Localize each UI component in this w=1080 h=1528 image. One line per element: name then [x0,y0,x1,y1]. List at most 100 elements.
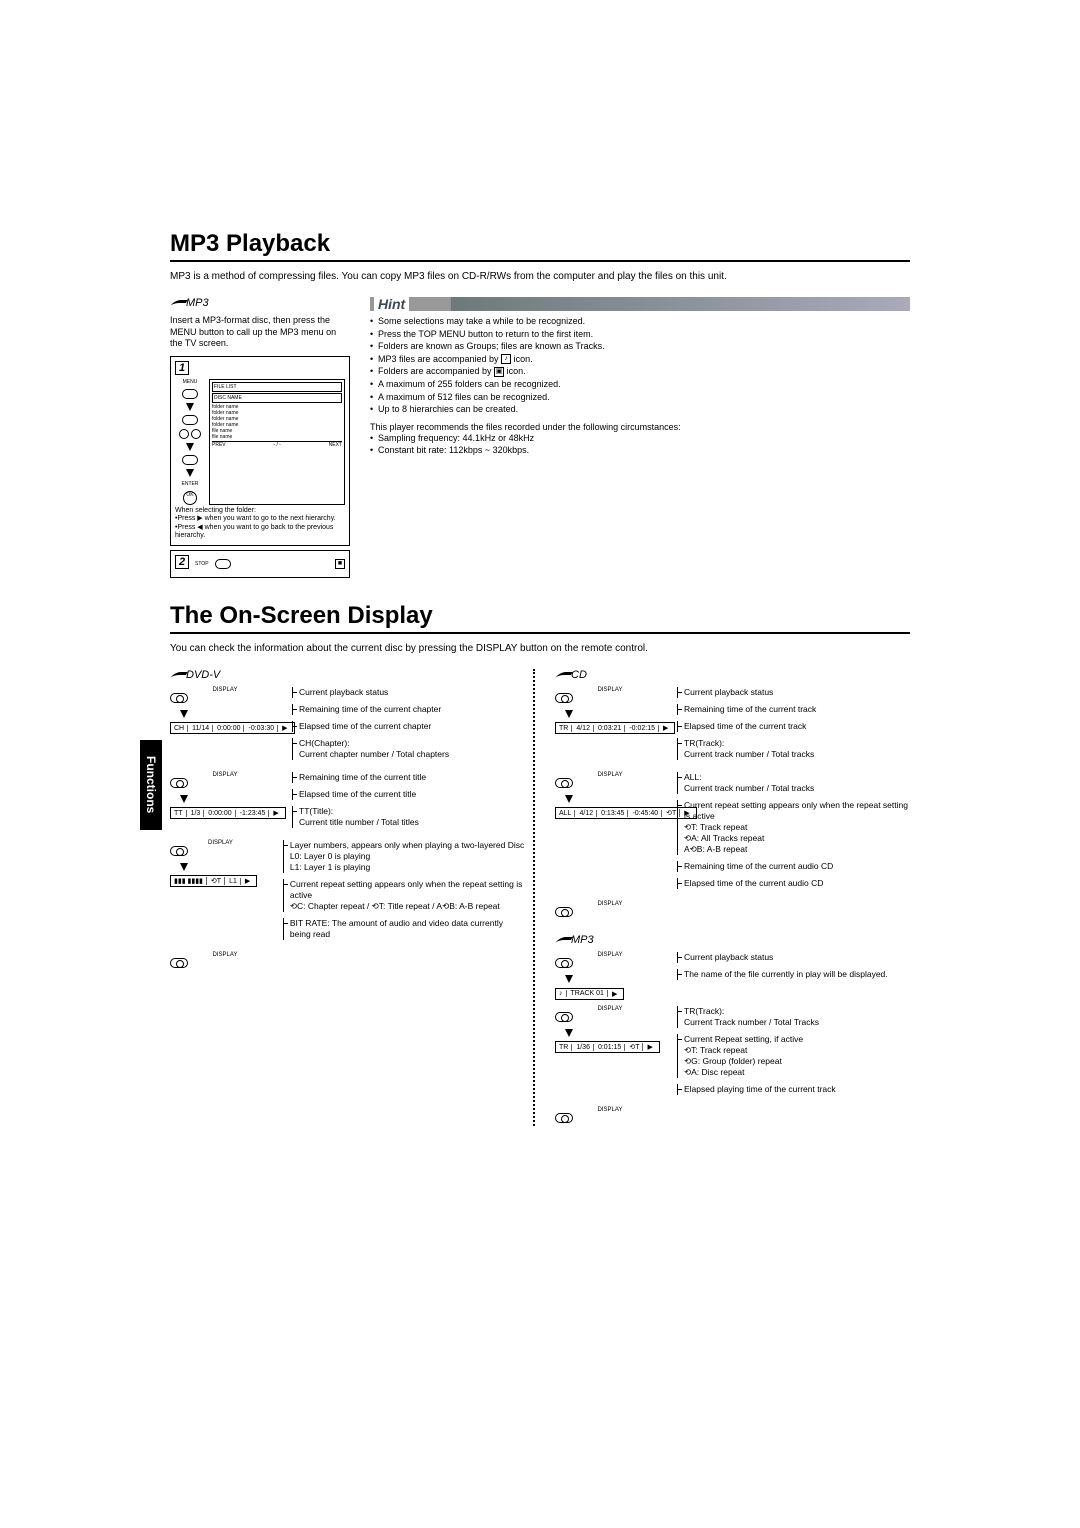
display-button-icon [555,958,573,968]
callout: Remaining time of the current audio CD [677,861,910,872]
callout: Remaining time of the current chapter [292,704,449,715]
hint-recommendation: This player recommends the files recorde… [370,422,910,432]
step-1-box: 1 MENU ENTER [170,356,350,546]
file-item: file name [212,434,342,440]
callout: BIT RATE: The amount of audio and video … [283,918,525,940]
mp3-badge-2: MP3 [555,934,594,946]
step-2-number: 2 [175,555,189,569]
info-bar-tt: TT 1/3 0:00:00 -1:23:45 ▶ [170,807,286,819]
bar-val: 1/3 [191,810,205,817]
hint-item: Folders are accompanied by ▣ icon. [370,365,910,378]
arrow-down-icon [186,443,194,451]
dvd-flow: DVD-V DISPLAY CH 11/14 0:00:00 -0:03:30 … [170,669,525,1126]
left-button-icon [179,429,189,439]
track-name: TRACK 01 [571,990,608,997]
callout: Layer numbers, appears only when playing… [283,840,525,873]
mp3-intro: MP3 is a method of compressing files. Yo… [170,270,910,283]
disc-name: DISC NAME [212,393,342,403]
prev-label: PREV [212,442,226,448]
display-label: DISPLAY [555,952,665,958]
callouts: TR(Track): Current Track number / Total … [677,1006,836,1101]
caption-line: •Press ▶ when you want to go to the next… [175,515,345,523]
bitrate-bars: ▮▮▮ ▮▮▮▮ [174,877,207,885]
display-button-icon [170,846,188,856]
callout: TR(Track): Current track number / Total … [677,738,816,760]
mp3-section: MP3 Playback MP3 is a method of compress… [170,230,910,582]
hint-column: Hint Some selections may take a while to… [370,297,910,582]
arrow-down-icon [180,710,188,718]
file-list-header: FILE LIST [212,382,342,392]
bar-t2: -0:02:15 [629,725,659,732]
bar-val: 4/12 [576,725,594,732]
hint-bullets: Some selections may take a while to be r… [370,315,910,416]
osd-section: The On-Screen Display You can check the … [170,602,910,1126]
info-bar-tr: TR 4/12 0:03:21 -0:02:15 ▶ [555,722,675,734]
arrow-down-icon [186,469,194,477]
music-icon: ♪ [559,990,567,997]
bar-val: 4/12 [579,810,597,817]
hint-item: A maximum of 512 files can be recognized… [370,391,910,404]
info-bar-all: ALL 4/12 0:13:45 -0:45:40 ⟲T ▶ [555,807,697,819]
right-button-icon [191,429,201,439]
callouts: Current playback status Remaining time o… [292,687,449,766]
hint-header: Hint [370,297,910,311]
display-label: DISPLAY [555,687,665,693]
hint-item: Constant bit rate: 112kbps ~ 320kbps. [370,444,910,457]
info-bar-tr2: TR 1/36 0:01:15 ⟲T ▶ [555,1041,660,1053]
display-label: DISPLAY [555,901,665,907]
bar-tr: TR [559,1044,572,1051]
display-button-icon [555,907,573,917]
callout: ALL: Current track number / Total tracks [677,772,910,794]
callout: Current playback status [677,687,816,698]
file-list-panel: FILE LIST DISC NAME folder name folder n… [209,379,345,505]
hint-text: Folders are accompanied by [378,366,492,376]
hint-text: icon. [514,354,533,364]
step-caption: When selecting the folder: •Press ▶ when… [175,507,345,541]
play-icon: ▶ [663,724,671,732]
bar-t: 0:01:15 [598,1044,625,1051]
bar-t2: -0:45:40 [632,810,662,817]
music-file-icon: ♪ [501,354,511,364]
vertical-separator [533,669,535,1126]
folder-icon: ▣ [494,367,504,377]
bar-t1: 0:03:21 [598,725,625,732]
next-label: NEXT [329,442,342,448]
stop-button-icon [215,559,231,569]
repeat-icon: ⟲T [629,1043,643,1051]
osd-title: The On-Screen Display [170,602,910,630]
callout: Remaining time of the current track [677,704,816,715]
hint-item: Press the TOP MENU button to return to t… [370,328,910,341]
display-label: DISPLAY [555,1006,665,1012]
hint-title: Hint [374,296,409,312]
bar-val: 1/36 [576,1044,594,1051]
display-label: DISPLAY [170,772,280,778]
play-icon: ▶ [245,877,253,885]
bar-all: ALL [559,810,575,817]
osd-layout: DVD-V DISPLAY CH 11/14 0:00:00 -0:03:30 … [170,669,910,1126]
play-icon: ▶ [612,990,620,998]
functions-tab: Functions [140,740,162,830]
callout: Elapsed time of the current title [292,789,426,800]
callout: Elapsed playing time of the current trac… [677,1084,836,1095]
step-1-number: 1 [175,361,189,375]
callout: Elapsed time of the current track [677,721,816,732]
callouts: Current playback status Remaining time o… [677,687,816,766]
bar-tt: TT [174,810,187,817]
display-button-icon [170,693,188,703]
arrow-down-icon [180,795,188,803]
callout: CH(Chapter): Current chapter number / To… [292,738,449,760]
callouts: Remaining time of the current title Elap… [292,772,426,834]
display-label: DISPLAY [170,687,280,693]
callouts: Current playback status The name of the … [677,952,888,986]
bar-t1: 0:00:00 [217,725,244,732]
bar-ch: CH [174,725,188,732]
hint-text: icon. [507,366,526,376]
callout: TT(Title): Current title number / Total … [292,806,426,828]
display-button-icon [555,693,573,703]
callout: Current Repeat setting, if active ⟲T: Tr… [677,1034,836,1078]
play-icon: ▶ [273,809,281,817]
bar-t2: -0:03:30 [248,725,278,732]
hint-item: Some selections may take a while to be r… [370,315,910,328]
arrow-down-icon [565,795,573,803]
caption-line: When selecting the folder: [175,507,345,515]
